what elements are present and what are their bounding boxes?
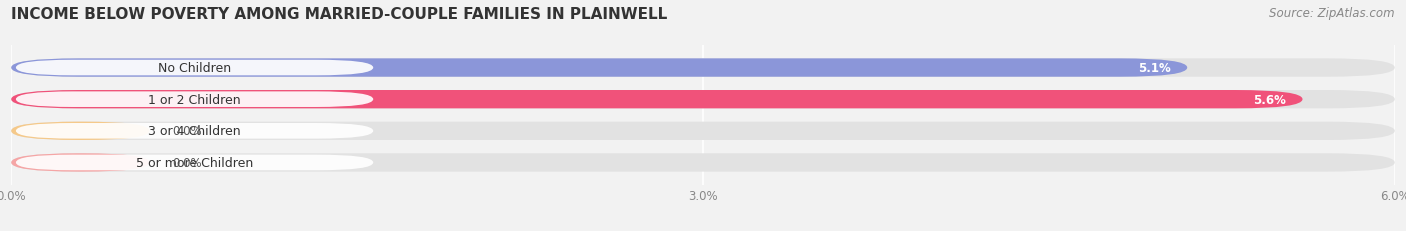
Text: 5 or more Children: 5 or more Children: [136, 156, 253, 169]
FancyBboxPatch shape: [15, 155, 373, 170]
Text: 5.6%: 5.6%: [1254, 93, 1286, 106]
FancyBboxPatch shape: [11, 122, 1395, 140]
FancyBboxPatch shape: [11, 154, 1395, 172]
FancyBboxPatch shape: [15, 124, 373, 139]
FancyBboxPatch shape: [11, 91, 1395, 109]
FancyBboxPatch shape: [11, 59, 1395, 77]
FancyBboxPatch shape: [15, 92, 373, 107]
Text: 0.0%: 0.0%: [173, 156, 202, 169]
Text: 1 or 2 Children: 1 or 2 Children: [148, 93, 240, 106]
Text: Source: ZipAtlas.com: Source: ZipAtlas.com: [1270, 7, 1395, 20]
Text: No Children: No Children: [157, 62, 231, 75]
FancyBboxPatch shape: [11, 59, 1187, 77]
Text: INCOME BELOW POVERTY AMONG MARRIED-COUPLE FAMILIES IN PLAINWELL: INCOME BELOW POVERTY AMONG MARRIED-COUPL…: [11, 7, 668, 22]
FancyBboxPatch shape: [15, 61, 373, 76]
Text: 5.1%: 5.1%: [1139, 62, 1171, 75]
Text: 0.0%: 0.0%: [173, 125, 202, 138]
FancyBboxPatch shape: [11, 91, 1302, 109]
Text: 3 or 4 Children: 3 or 4 Children: [148, 125, 240, 138]
FancyBboxPatch shape: [11, 122, 149, 140]
FancyBboxPatch shape: [11, 154, 149, 172]
